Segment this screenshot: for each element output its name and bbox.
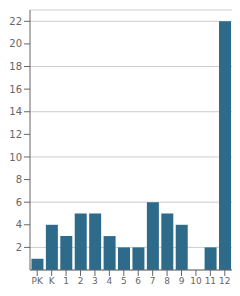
svg-text:2: 2 [16, 242, 22, 253]
svg-text:22: 22 [9, 16, 22, 27]
svg-text:9: 9 [179, 276, 185, 286]
svg-text:12: 12 [9, 129, 22, 140]
svg-text:10: 10 [9, 152, 22, 163]
svg-text:12: 12 [219, 276, 230, 286]
svg-text:7: 7 [150, 276, 156, 286]
svg-text:8: 8 [164, 276, 170, 286]
svg-text:11: 11 [205, 276, 216, 286]
svg-text:K: K [49, 276, 56, 286]
svg-text:20: 20 [9, 38, 22, 49]
svg-text:8: 8 [16, 174, 22, 185]
svg-text:18: 18 [9, 61, 22, 72]
svg-text:6: 6 [135, 276, 141, 286]
svg-text:PK: PK [32, 276, 44, 286]
svg-text:1: 1 [63, 276, 69, 286]
svg-text:4: 4 [16, 219, 22, 230]
svg-text:10: 10 [190, 276, 202, 286]
svg-text:16: 16 [9, 84, 22, 95]
svg-text:2: 2 [78, 276, 84, 286]
svg-text:6: 6 [16, 197, 22, 208]
svg-text:3: 3 [92, 276, 98, 286]
svg-text:4: 4 [106, 276, 112, 286]
svg-text:5: 5 [121, 276, 127, 286]
svg-text:14: 14 [9, 106, 22, 117]
